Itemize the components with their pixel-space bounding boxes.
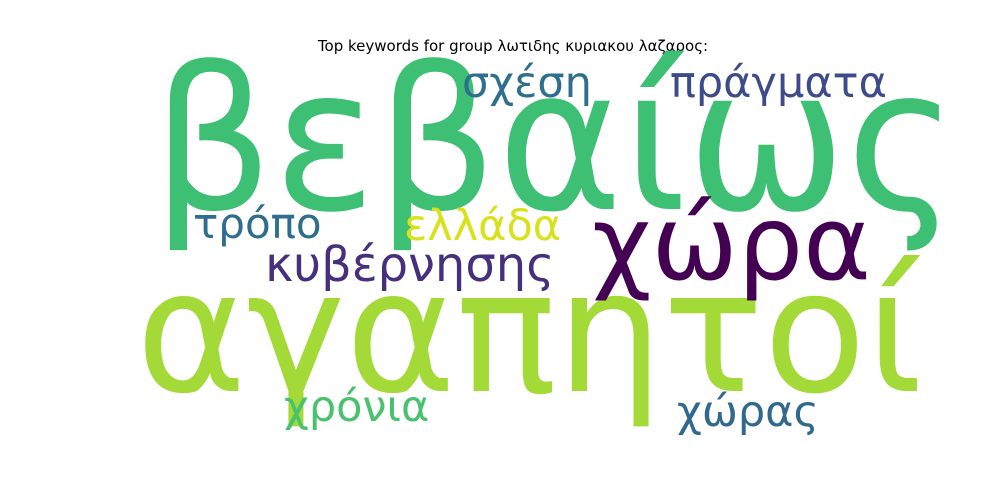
- word-chronia: χρόνια: [284, 382, 430, 432]
- word-schesi: σχέση: [462, 58, 592, 108]
- chart-title: Top keywords for group λωτιδης κυριακου …: [317, 37, 709, 55]
- word-pragmata: πράγματα: [670, 58, 887, 108]
- word-bebaios: βεβαίως: [152, 25, 958, 256]
- word-agapitoi: αγαπητοί: [136, 234, 923, 432]
- word-kyvernisis: κυβέρνησης: [265, 237, 555, 293]
- word-choras: χώρας: [677, 387, 819, 437]
- word-ellada: ελλάδα: [404, 201, 562, 251]
- word-chora: χώρα: [592, 184, 872, 304]
- word-tropo: τρόπο: [193, 199, 322, 248]
